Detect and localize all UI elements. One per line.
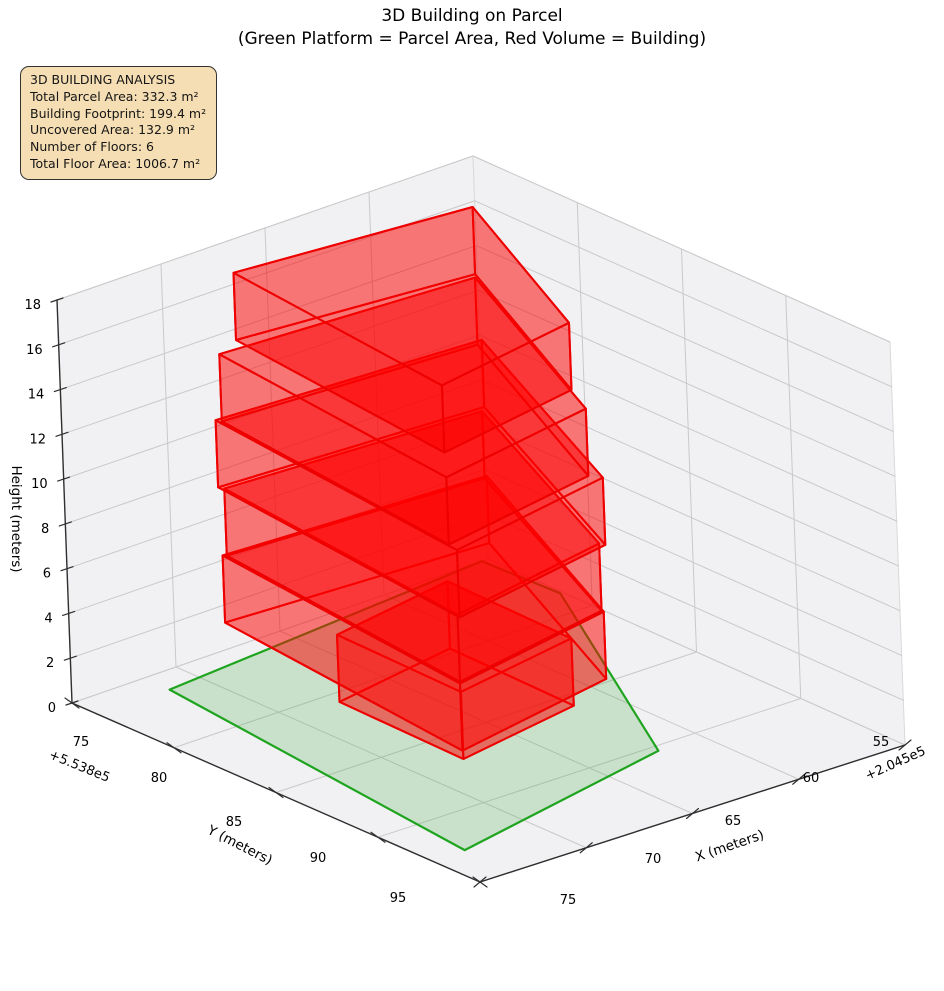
x-tick-label: 65 — [725, 814, 742, 829]
grid-line — [264, 227, 281, 632]
axis-title-z: Height (meters) — [8, 465, 24, 572]
axis-offset-y: +5.538e5 — [47, 748, 112, 786]
y-tick-label: 95 — [390, 891, 407, 906]
chart-title: 3D Building on Parcel — [381, 6, 563, 26]
y-tick-mark — [268, 786, 284, 799]
building-face-floor-4 — [214, 419, 461, 619]
info-box-line: Uncovered Area: 132.9 m² — [30, 122, 196, 138]
z-tick-label: 14 — [28, 388, 45, 403]
parcel-polygon — [168, 560, 660, 852]
chart-subtitle: (Green Platform = Parcel Area, Red Volum… — [237, 29, 707, 49]
z-tick-label: 16 — [26, 343, 43, 358]
z-tick-mark — [53, 386, 67, 393]
y-tick-label: 85 — [226, 815, 243, 830]
info-box-line: Total Floor Area: 1006.7 m² — [30, 155, 201, 171]
x-tick-mark — [685, 807, 700, 820]
x-tick-mark — [792, 773, 806, 785]
x-tick-label: 70 — [645, 852, 662, 867]
y-tick-mark — [370, 831, 386, 843]
x-tick-label: 60 — [803, 771, 820, 786]
x-tick-mark — [898, 739, 912, 751]
building-face-floor-3 — [223, 487, 461, 683]
grid-line — [785, 295, 802, 699]
grid-line — [173, 605, 593, 749]
z-tick-label: 4 — [44, 611, 52, 626]
grid-line — [275, 651, 697, 793]
z-tick-label: 12 — [29, 432, 46, 447]
grid-line — [576, 202, 593, 606]
z-tick-label: 18 — [24, 298, 41, 313]
x-tick-mark — [473, 876, 487, 888]
z-tick-label: 2 — [46, 656, 54, 671]
building-face-floor-6 — [232, 271, 446, 454]
z-tick-mark — [52, 342, 66, 348]
y-tick-mark — [166, 742, 182, 754]
z-tick-label: 8 — [41, 522, 49, 537]
z-tick-label: 6 — [43, 567, 51, 582]
z-tick-mark — [60, 566, 74, 572]
y-tick-label: 75 — [73, 735, 90, 750]
z-tick-mark — [58, 521, 72, 527]
y-tick-label: 80 — [151, 771, 168, 786]
axis-title-x: X (meters) — [693, 827, 766, 865]
y-tick-label: 90 — [310, 851, 327, 866]
info-box-line: Building Footprint: 199.4 m² — [30, 105, 207, 121]
z-tick-label: 10 — [31, 477, 48, 492]
info-box-line: Number of Floors: 6 — [30, 139, 154, 154]
y-tick-mark — [64, 697, 80, 709]
grid-line — [160, 263, 177, 668]
info-box-line: Total Parcel Area: 332.3 m² — [30, 88, 199, 104]
building-face-floor-2 — [221, 554, 464, 752]
x-tick-label: 55 — [873, 735, 890, 750]
z-tick-mark — [50, 297, 64, 303]
x-tick-label: 75 — [560, 893, 577, 908]
grid-line — [681, 248, 697, 653]
x-tick-mark — [579, 842, 593, 854]
grid-line — [368, 191, 385, 596]
z-tick-mark — [62, 610, 76, 617]
analysis-info-box: 3D BUILDING ANALYSIS Total Parcel Area: … — [20, 66, 218, 180]
z-tick-label: 0 — [48, 701, 56, 716]
z-tick-mark — [63, 655, 77, 661]
building-face-floor-5 — [218, 353, 450, 546]
z-tick-mark — [57, 476, 71, 482]
info-box-title: 3D BUILDING ANALYSIS — [30, 72, 176, 87]
z-tick-mark — [55, 431, 69, 437]
grid-line — [377, 698, 802, 838]
